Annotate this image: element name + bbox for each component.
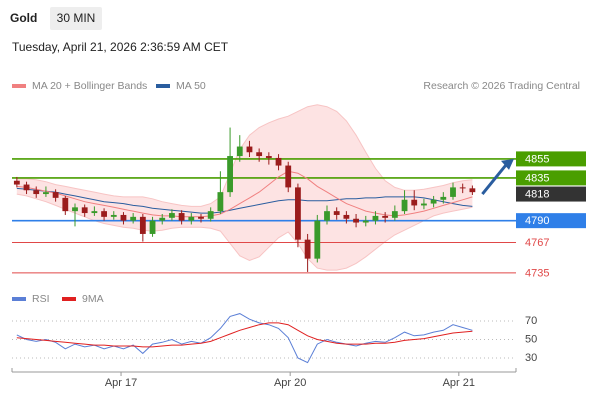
candle-body <box>285 165 292 188</box>
candle-body <box>421 203 427 206</box>
candle-body <box>198 216 204 219</box>
candle-body <box>372 215 379 221</box>
candle-body <box>101 211 107 217</box>
x-tick-label: Apr 21 <box>443 377 475 389</box>
level-label: 4818 <box>525 188 549 200</box>
legend-label: MA 20 + Bollinger Bands <box>32 80 147 92</box>
candle-body <box>440 196 447 200</box>
rsi-tick-label: 50 <box>525 333 537 345</box>
legend-label: 9MA <box>82 293 104 305</box>
rsi-ma-line <box>16 322 473 348</box>
candle-body <box>265 156 272 158</box>
candle-body <box>246 146 253 153</box>
candle-body <box>324 211 330 221</box>
candle-body <box>343 214 350 219</box>
candle-body <box>382 215 389 218</box>
candle-body <box>33 190 40 195</box>
candle-body <box>43 192 49 195</box>
candle-body <box>430 199 437 204</box>
timeframe[interactable]: 30 MIN <box>57 11 96 25</box>
level-tag <box>516 186 586 202</box>
candle-body <box>391 211 398 218</box>
candle-body <box>81 207 88 214</box>
credit: Research © 2026 Trading Central <box>423 80 580 92</box>
legend-label: MA 50 <box>176 80 206 92</box>
x-tick-label: Apr 17 <box>105 377 137 389</box>
forecast-arrow <box>481 163 508 195</box>
candle-body <box>295 187 301 240</box>
level-tag <box>516 151 586 167</box>
candle-body <box>353 218 359 223</box>
legend-swatch <box>156 84 170 88</box>
candle-body <box>256 152 263 157</box>
candle-body <box>62 197 69 212</box>
candle-body <box>139 216 146 234</box>
candle-body <box>130 216 137 221</box>
candle-body <box>23 184 30 191</box>
candle-body <box>149 220 156 234</box>
level-label: 4735 <box>525 267 549 279</box>
candle-body <box>72 207 78 212</box>
candle-body <box>275 157 282 166</box>
bollinger-band <box>16 104 473 271</box>
level-label: 4835 <box>525 172 549 184</box>
candle-body <box>178 213 185 221</box>
rsi-tick-label: 30 <box>525 352 537 364</box>
legend-label: RSI <box>32 293 50 305</box>
candle-body <box>236 146 243 157</box>
level-label: 4767 <box>525 237 549 249</box>
bollinger-line <box>16 104 473 207</box>
x-tick-label: Apr 20 <box>274 377 306 389</box>
candle-body <box>159 217 166 221</box>
candle-body <box>110 214 117 217</box>
timeframe-box[interactable] <box>50 7 102 30</box>
candle-body <box>401 199 408 212</box>
candle-body <box>469 188 476 193</box>
forecast-arrowhead <box>501 158 514 170</box>
rsi-tick-label: 70 <box>525 315 537 327</box>
candle-body <box>304 239 311 259</box>
candle-body <box>91 211 98 214</box>
instrument: Gold <box>10 11 37 25</box>
candle-body <box>314 220 321 259</box>
legend-swatch <box>12 84 26 88</box>
candle-body <box>13 180 20 185</box>
candle-body <box>362 220 369 223</box>
candle-body <box>450 187 456 197</box>
level-tag <box>516 213 586 229</box>
candle-body <box>188 216 195 221</box>
candle-body <box>52 192 59 198</box>
candle-body <box>411 199 418 206</box>
candle-body <box>459 187 466 189</box>
legend-swatch <box>62 297 76 301</box>
level-label: 4790 <box>525 215 549 227</box>
legend-swatch <box>12 297 26 301</box>
candle-body <box>217 192 224 212</box>
candle-body <box>207 211 214 219</box>
candle-body <box>120 214 127 221</box>
candle-body <box>169 213 175 218</box>
timestamp: Tuesday, April 21, 2026 2:36:59 AM CET <box>12 40 229 54</box>
level-tag <box>516 170 586 186</box>
candle-body <box>227 156 233 193</box>
level-label: 4855 <box>525 153 549 165</box>
candle-body <box>333 211 340 215</box>
ma50-line <box>16 187 473 214</box>
